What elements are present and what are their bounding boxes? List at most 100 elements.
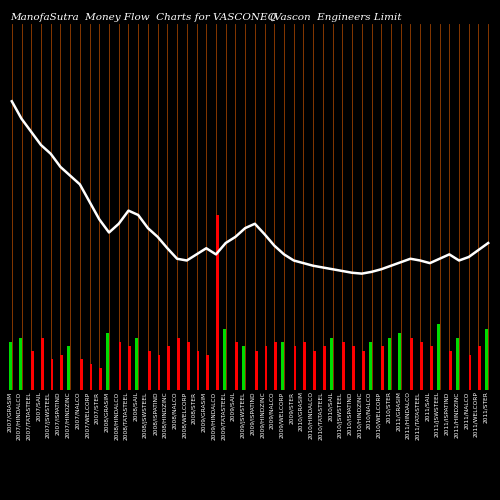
Bar xyxy=(381,364,384,390)
Bar xyxy=(187,342,190,390)
Bar xyxy=(410,338,413,390)
Bar xyxy=(456,338,459,390)
Bar xyxy=(106,346,109,390)
Bar xyxy=(323,346,326,390)
Bar xyxy=(242,360,245,390)
Bar xyxy=(437,324,440,390)
Bar xyxy=(255,368,258,390)
Bar xyxy=(148,368,150,390)
Bar xyxy=(31,350,34,390)
Bar xyxy=(313,350,316,390)
Bar xyxy=(369,342,372,390)
Bar xyxy=(136,338,138,390)
Bar xyxy=(478,364,481,390)
Text: (Vascon  Engineers Limit: (Vascon Engineers Limit xyxy=(270,12,402,22)
Bar xyxy=(420,360,423,390)
Bar xyxy=(450,350,452,390)
Bar xyxy=(128,346,131,390)
Bar xyxy=(136,350,138,390)
Bar xyxy=(50,360,53,390)
Bar xyxy=(342,342,345,390)
Bar xyxy=(255,350,258,390)
Bar xyxy=(398,346,400,390)
Bar xyxy=(128,364,131,390)
Bar xyxy=(294,364,296,390)
Bar xyxy=(19,346,22,390)
Bar xyxy=(223,329,226,390)
Bar xyxy=(196,350,199,390)
Bar xyxy=(330,338,332,390)
Bar xyxy=(342,360,345,390)
Bar xyxy=(388,350,391,390)
Bar xyxy=(313,368,316,390)
Bar xyxy=(362,350,364,390)
Bar xyxy=(468,355,471,390)
Bar xyxy=(478,346,481,390)
Bar xyxy=(80,372,82,390)
Bar xyxy=(9,342,12,390)
Bar xyxy=(148,350,150,390)
Bar xyxy=(223,342,226,390)
Bar xyxy=(68,360,70,390)
Bar xyxy=(456,350,459,390)
Bar xyxy=(196,368,199,390)
Bar xyxy=(304,360,306,390)
Bar xyxy=(323,364,326,390)
Bar xyxy=(206,355,209,390)
Bar xyxy=(80,360,82,390)
Bar xyxy=(90,364,92,390)
Bar xyxy=(352,364,355,390)
Bar xyxy=(294,346,296,390)
Bar xyxy=(282,355,284,390)
Bar xyxy=(437,338,440,390)
Bar xyxy=(398,333,400,390)
Bar xyxy=(41,338,43,390)
Bar xyxy=(381,346,384,390)
Bar xyxy=(60,355,63,390)
Bar xyxy=(274,342,277,390)
Bar xyxy=(430,346,432,390)
Bar xyxy=(100,368,102,390)
Text: ManofaSutra  Money Flow  Charts for VASCONEQ: ManofaSutra Money Flow Charts for VASCON… xyxy=(10,12,276,22)
Bar xyxy=(369,355,372,390)
Bar xyxy=(450,368,452,390)
Bar xyxy=(486,342,488,390)
Bar xyxy=(100,380,102,390)
Bar xyxy=(41,355,43,390)
Bar xyxy=(158,371,160,390)
Bar xyxy=(430,364,432,390)
Bar xyxy=(177,338,180,390)
Bar xyxy=(187,360,190,390)
Bar xyxy=(264,364,268,390)
Bar xyxy=(236,360,238,390)
Bar xyxy=(60,368,63,390)
Bar xyxy=(282,342,284,390)
Bar xyxy=(242,346,245,390)
Bar xyxy=(31,364,34,390)
Bar xyxy=(168,364,170,390)
Bar xyxy=(106,333,109,390)
Bar xyxy=(304,342,306,390)
Bar xyxy=(177,355,180,390)
Bar xyxy=(274,360,277,390)
Bar xyxy=(216,215,218,390)
Bar xyxy=(216,285,218,390)
Bar xyxy=(168,346,170,390)
Bar xyxy=(388,338,391,390)
Bar xyxy=(119,342,122,390)
Bar xyxy=(468,371,471,390)
Bar xyxy=(410,355,413,390)
Bar xyxy=(330,350,332,390)
Bar xyxy=(486,329,488,390)
Bar xyxy=(119,360,122,390)
Bar xyxy=(19,338,22,390)
Bar xyxy=(68,346,70,390)
Bar xyxy=(352,346,355,390)
Bar xyxy=(158,355,160,390)
Bar xyxy=(50,372,53,390)
Bar xyxy=(90,377,92,390)
Bar xyxy=(420,342,423,390)
Bar xyxy=(236,342,238,390)
Bar xyxy=(264,346,268,390)
Bar xyxy=(362,368,364,390)
